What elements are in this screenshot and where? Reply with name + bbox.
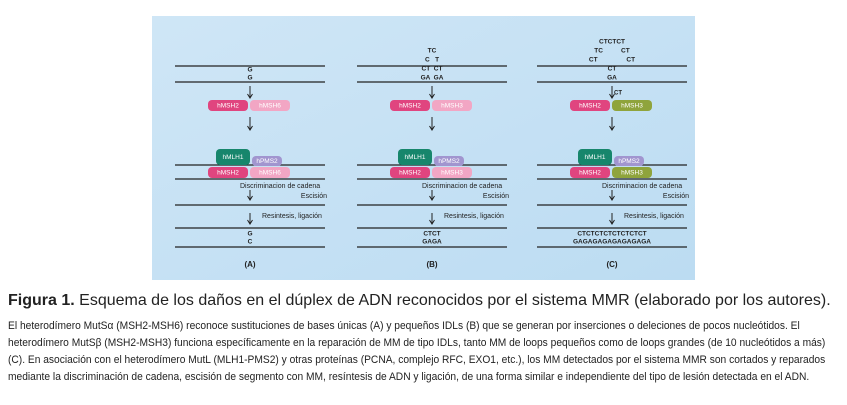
protein-label: hPMS2	[256, 158, 278, 165]
base-label: GA GA	[421, 75, 444, 82]
arrow-head	[429, 195, 435, 201]
panel-label: (A)	[244, 260, 255, 269]
protein	[398, 149, 432, 165]
protein-label: hMSH6	[259, 103, 281, 110]
protein	[612, 167, 652, 178]
protein-label: hMSH6	[259, 170, 281, 177]
caption-line: El heterodímero MutSα (MSH2-MSH6) recono…	[8, 320, 800, 332]
protein-label: hPMS2	[618, 158, 640, 165]
protein	[252, 156, 282, 166]
arrow-head	[247, 195, 253, 201]
protein	[434, 156, 464, 166]
protein-label: hPMS2	[438, 158, 460, 165]
arrow-head	[609, 195, 615, 201]
step-label: Resintesis, ligación	[262, 213, 322, 220]
protein	[250, 167, 290, 178]
protein	[208, 100, 248, 111]
caption-title: Figura 1. Esquema de los daños en el dúp…	[8, 292, 843, 310]
caption: Figura 1. Esquema de los daños en el dúp…	[8, 292, 843, 386]
protein	[612, 100, 652, 111]
protein	[578, 149, 612, 165]
base-label: CT	[608, 66, 617, 73]
arrow-head	[247, 219, 253, 225]
base-label: G	[247, 231, 252, 238]
arrow-head	[247, 125, 253, 131]
panel-label: (C)	[606, 260, 617, 269]
protein-label: hMLH1	[223, 154, 244, 161]
protein	[432, 167, 472, 178]
arrow-head	[609, 125, 615, 131]
base-label: CTCTCTCTCTCTCTCT	[577, 231, 646, 238]
base-label: CTCT	[423, 231, 440, 238]
protein	[614, 156, 644, 166]
protein-label: hMSH3	[621, 103, 643, 110]
caption-line: mediante la discriminación de cadena, es…	[8, 371, 810, 383]
protein-label: hMSH3	[441, 103, 463, 110]
base-label: GAGA	[422, 239, 442, 246]
caption-text: Esquema de los daños en el dúplex de ADN…	[79, 292, 831, 309]
step-label: Escisión	[663, 193, 689, 200]
step-label: Discriminacion de cadena	[240, 183, 320, 190]
base-label: TC CT	[594, 48, 629, 55]
arrow-head	[429, 219, 435, 225]
protein	[216, 149, 250, 165]
protein	[390, 167, 430, 178]
caption-line: heterodímero MutSβ (MSH2-MSH3) funciona …	[8, 337, 826, 349]
base-label: CT CT	[422, 66, 443, 73]
caption-label: Figura 1.	[8, 292, 75, 309]
protein-label: hMLH1	[585, 154, 606, 161]
base-label: G	[247, 67, 252, 74]
step-label: Discriminacion de cadena	[422, 183, 502, 190]
protein-label: hMSH2	[217, 103, 239, 110]
base-label: C T	[425, 57, 439, 64]
panel-label: (B)	[426, 260, 437, 269]
protein	[570, 100, 610, 111]
base-label: CTCTCT	[599, 39, 625, 46]
protein-label: hMLH1	[405, 154, 426, 161]
arrow-head	[429, 93, 435, 99]
step-label: Escisión	[301, 193, 327, 200]
protein-label: hMSH3	[621, 170, 643, 177]
base-label: GAGAGAGAGAGAGAGA	[573, 239, 651, 246]
arrow-head	[429, 125, 435, 131]
protein	[250, 100, 290, 111]
protein-label: hMSH3	[441, 170, 463, 177]
arrow-head	[609, 93, 615, 99]
base-label: TC	[428, 48, 437, 55]
protein	[432, 100, 472, 111]
panel-background	[152, 16, 695, 280]
protein-label: hMSH2	[579, 103, 601, 110]
base-label: GA	[607, 75, 617, 82]
protein-label: hMSH2	[579, 170, 601, 177]
base-label: C	[248, 239, 253, 246]
step-label: Discriminacion de cadena	[602, 183, 682, 190]
step-label: Resintesis, ligación	[444, 213, 504, 220]
protein	[390, 100, 430, 111]
arrow-head	[609, 219, 615, 225]
base-label: G	[247, 75, 252, 82]
protein-label: hMSH2	[399, 103, 421, 110]
protein-label: hMSH2	[217, 170, 239, 177]
step-label: Escisión	[483, 193, 509, 200]
protein	[570, 167, 610, 178]
arrow-head	[247, 93, 253, 99]
base-label: CT CT	[589, 57, 635, 64]
protein	[208, 167, 248, 178]
caption-line: (C). En asociación con el heterodímero M…	[8, 354, 826, 366]
step-label: Resintesis, ligación	[624, 213, 684, 220]
insert-label: CT	[614, 91, 622, 97]
protein-label: hMSH2	[399, 170, 421, 177]
